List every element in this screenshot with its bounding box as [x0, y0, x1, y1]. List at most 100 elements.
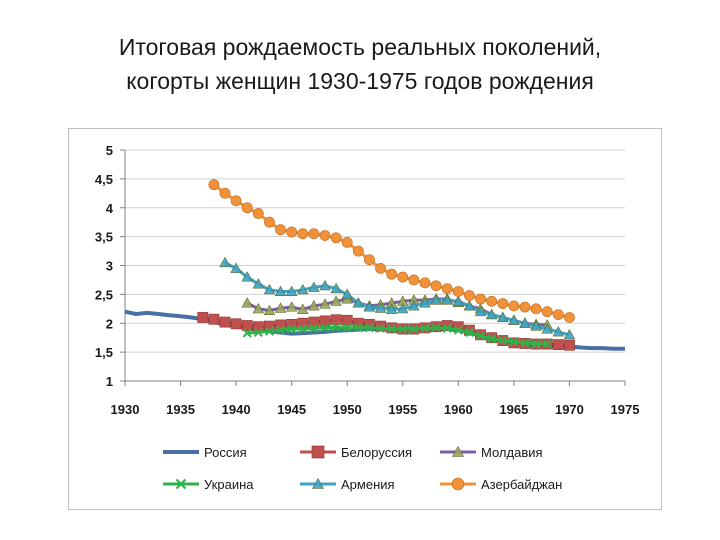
- data-point: [276, 325, 286, 335]
- x-tick-label: 1940: [222, 402, 251, 417]
- legend-swatch-marker: [451, 445, 465, 457]
- x-marker-stroke: [264, 326, 274, 336]
- data-point: [519, 301, 531, 313]
- data-point: [242, 328, 252, 338]
- data-point: [330, 232, 342, 244]
- data-point: [230, 195, 242, 207]
- data-point: [441, 320, 453, 331]
- x-marker-stroke: [420, 323, 430, 333]
- legend-label: Белоруссия: [341, 445, 412, 460]
- series-line: [247, 325, 548, 346]
- x-marker-stroke: [464, 327, 474, 338]
- data-point: [230, 262, 242, 273]
- data-point: [509, 337, 519, 347]
- legend-label: Молдавия: [481, 445, 543, 460]
- y-tick-label: 4,5: [95, 172, 113, 187]
- x-tick-label: 1950: [333, 402, 362, 417]
- data-point: [263, 304, 276, 316]
- data-point: [519, 317, 531, 328]
- data-point: [208, 313, 220, 325]
- data-point: [285, 301, 298, 312]
- data-point: [552, 326, 565, 337]
- data-point: [397, 271, 409, 283]
- data-point: [563, 328, 576, 340]
- data-point: [352, 245, 364, 257]
- data-point: [298, 324, 308, 334]
- data-point: [431, 323, 441, 333]
- data-point: [419, 277, 431, 289]
- data-point: [486, 295, 498, 307]
- x-marker-stroke: [364, 323, 374, 333]
- y-tick-label: 4: [106, 201, 114, 216]
- x-marker-stroke: [453, 325, 463, 335]
- series-Азербайджан: [208, 179, 575, 323]
- data-point: [309, 323, 319, 333]
- x-marker-stroke: [398, 324, 408, 334]
- data-point: [320, 323, 330, 333]
- data-point: [275, 224, 286, 236]
- data-point: [241, 202, 253, 214]
- data-point: [430, 294, 442, 305]
- data-point: [330, 314, 342, 326]
- data-point: [286, 226, 298, 238]
- x-marker-stroke: [175, 478, 187, 490]
- data-point: [542, 339, 552, 349]
- data-point: [363, 301, 376, 312]
- data-point: [197, 312, 209, 323]
- y-tick-label: 2,5: [95, 287, 113, 302]
- legend-item: Белоруссия: [300, 445, 412, 460]
- data-point: [341, 314, 353, 326]
- data-point: [397, 302, 409, 314]
- data-point: [252, 278, 265, 289]
- data-point: [319, 279, 331, 291]
- x-tick-label: 1930: [111, 402, 140, 417]
- data-point: [541, 306, 553, 318]
- x-marker-stroke: [320, 323, 330, 333]
- data-point: [253, 327, 263, 338]
- x-marker-stroke: [531, 339, 541, 349]
- legend-label: Армения: [341, 477, 395, 492]
- data-point: [219, 256, 231, 268]
- x-marker-stroke: [287, 324, 297, 334]
- data-point: [330, 295, 342, 306]
- data-point: [353, 323, 363, 333]
- data-point: [464, 327, 474, 338]
- data-point: [364, 254, 375, 266]
- data-point: [419, 297, 431, 308]
- data-point: [420, 323, 430, 333]
- y-tick-label: 1,5: [95, 345, 113, 360]
- title-line-1: Итоговая рождаемость реальных поколений,: [118, 34, 602, 60]
- x-marker-stroke: [542, 339, 552, 349]
- data-point: [487, 334, 497, 344]
- data-point: [409, 324, 419, 334]
- data-point: [219, 316, 231, 328]
- legend-item: Украина: [163, 477, 254, 492]
- data-point: [374, 302, 387, 313]
- data-point: [274, 302, 287, 313]
- data-point: [274, 285, 287, 296]
- data-point: [297, 283, 309, 295]
- legend-label: Азербайджан: [481, 477, 562, 492]
- data-point: [552, 309, 564, 320]
- data-point: [241, 271, 253, 282]
- legend-item: Армения: [300, 477, 395, 492]
- data-point: [285, 285, 298, 296]
- x-tick-label: 1970: [555, 402, 584, 417]
- data-point: [463, 300, 476, 311]
- x-tick-label: 1945: [277, 402, 306, 417]
- data-point: [319, 230, 331, 241]
- x-marker-stroke: [476, 331, 486, 341]
- y-tick-label: 5: [106, 143, 113, 158]
- legend-swatch-marker: [451, 477, 465, 491]
- chart-title: Итоговая рождаемость реальных поколений,…: [0, 30, 720, 98]
- data-point: [474, 305, 487, 317]
- legend-swatch-marker: [175, 478, 187, 490]
- data-point: [508, 300, 520, 312]
- data-point: [297, 228, 309, 240]
- y-tick-label: 3,5: [95, 230, 113, 245]
- data-point: [308, 228, 320, 240]
- data-point: [385, 303, 398, 314]
- legend-item: Молдавия: [440, 445, 543, 460]
- x-tick-label: 1935: [166, 402, 195, 417]
- data-point: [375, 262, 386, 274]
